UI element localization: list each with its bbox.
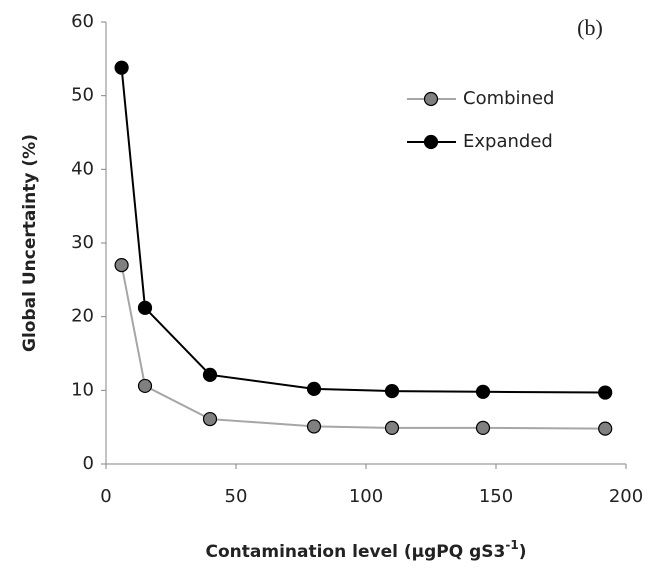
x-tick-label: 150 xyxy=(479,486,513,507)
data-point xyxy=(114,258,129,273)
data-point xyxy=(598,385,613,400)
data-point xyxy=(202,367,218,382)
data-point xyxy=(598,421,613,436)
data-point xyxy=(384,383,400,399)
x-label-part: Contamination level (µgPQ gS3 xyxy=(206,542,506,562)
legend-label: Combined xyxy=(463,88,554,109)
data-point xyxy=(137,300,153,315)
data-point xyxy=(306,381,322,396)
x-label-part: ) xyxy=(519,542,527,562)
data-point xyxy=(137,378,153,394)
data-point xyxy=(202,411,218,427)
series-line xyxy=(120,264,606,430)
series-line xyxy=(120,67,606,394)
y-tick-label: 0 xyxy=(83,453,94,474)
y-tick-label: 10 xyxy=(71,379,94,400)
x-tick-label: 0 xyxy=(100,486,111,507)
x-label-sup: -1 xyxy=(505,538,518,552)
y-axis-title: Global Uncertainty (%) xyxy=(20,134,40,352)
x-tick-label: 50 xyxy=(225,486,248,507)
data-point xyxy=(306,419,322,434)
y-tick-label: 60 xyxy=(71,11,94,32)
x-axis-title: Contamination level (µgPQ gS3-1) xyxy=(206,538,527,563)
x-tick-label: 200 xyxy=(609,486,643,507)
data-point xyxy=(475,420,491,436)
legend-marker xyxy=(423,91,439,107)
annotation: (b) xyxy=(577,15,603,40)
y-tick-label: 40 xyxy=(71,158,94,179)
data-point xyxy=(114,60,129,75)
x-tick-label: 100 xyxy=(349,486,383,507)
data-point xyxy=(475,384,491,399)
data-point xyxy=(384,420,400,436)
y-tick-label: 50 xyxy=(71,85,94,106)
legend-label: Expanded xyxy=(463,131,553,152)
y-tick-label: 20 xyxy=(71,306,94,327)
y-tick-label: 30 xyxy=(71,232,94,253)
legend-marker xyxy=(423,134,439,150)
